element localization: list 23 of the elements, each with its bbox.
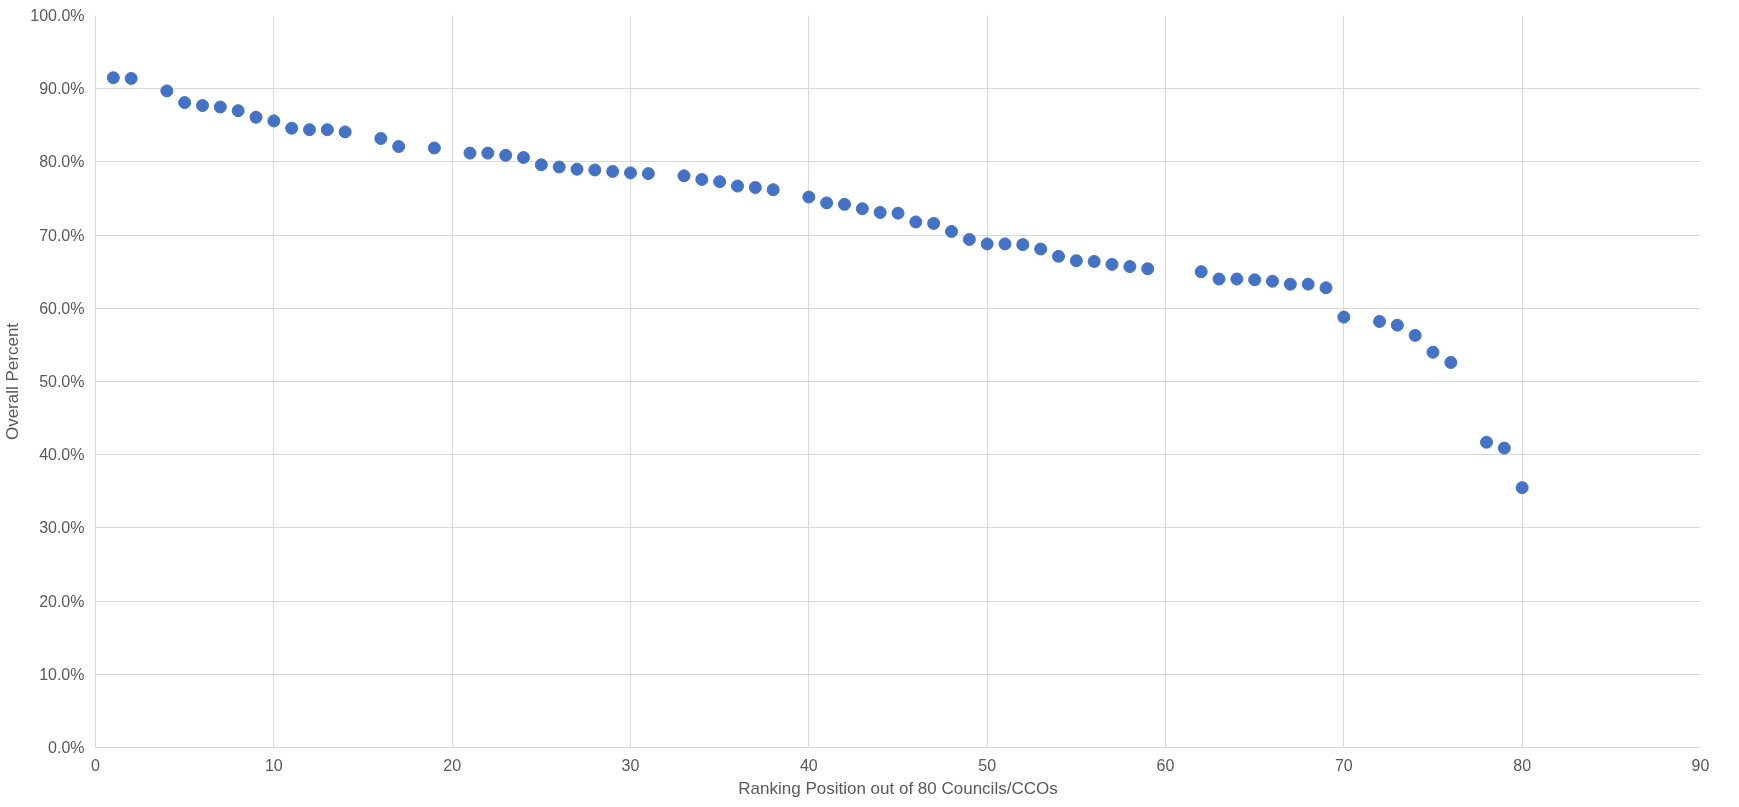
- y-tick-label: 30.0%: [39, 519, 85, 537]
- x-tick-label: 0: [91, 756, 101, 774]
- x-tick-label: 30: [621, 756, 640, 774]
- y-axis-title: Overall Percent: [3, 322, 23, 441]
- x-tick-label: 70: [1334, 756, 1353, 774]
- x-tick-label: 40: [799, 756, 818, 774]
- y-tick-label: 0.0%: [48, 739, 85, 756]
- y-tick-label: 10.0%: [39, 665, 85, 683]
- y-tick-label: 60.0%: [39, 299, 85, 317]
- x-tick-label: 90: [1691, 756, 1710, 774]
- x-tick-label: 50: [978, 756, 997, 774]
- y-tick-label: 70.0%: [39, 226, 85, 244]
- y-tick-label: 20.0%: [39, 592, 85, 610]
- y-tick-label: 90.0%: [39, 80, 85, 98]
- x-axis-title: Ranking Position out of 80 Councils/CCOs: [738, 778, 1058, 798]
- y-tick-label: 40.0%: [39, 446, 85, 464]
- y-tick-label: 100.0%: [30, 7, 85, 24]
- x-tick-label: 20: [443, 756, 462, 774]
- x-tick-label: 60: [1156, 756, 1175, 774]
- x-tick-label: 10: [264, 756, 283, 774]
- x-tick-label: 80: [1513, 756, 1532, 774]
- y-tick-label: 50.0%: [39, 373, 85, 390]
- y-tick-label: 80.0%: [39, 153, 85, 171]
